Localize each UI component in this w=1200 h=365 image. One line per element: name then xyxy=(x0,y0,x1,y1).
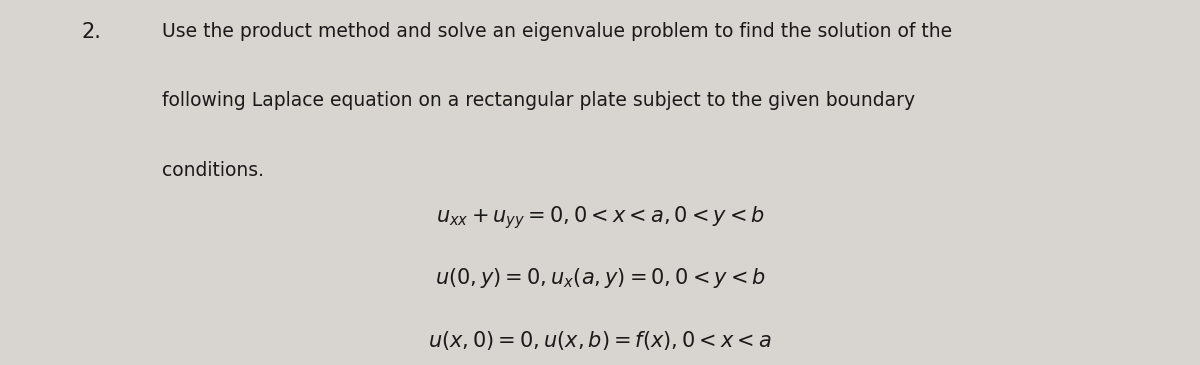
Text: conditions.: conditions. xyxy=(162,161,264,180)
Text: Use the product method and solve an eigenvalue problem to find the solution of t: Use the product method and solve an eige… xyxy=(162,22,952,41)
Text: $u_{xx} + u_{yy} = 0, 0 < x < a, 0 < y < b$: $u_{xx} + u_{yy} = 0, 0 < x < a, 0 < y <… xyxy=(436,204,764,231)
Text: $u(x, 0) = 0, u(x, b) = f(x), 0 < x < a$: $u(x, 0) = 0, u(x, b) = f(x), 0 < x < a$ xyxy=(428,328,772,351)
Text: $u(0, y) = 0, u_x(a, y) = 0, 0 < y < b$: $u(0, y) = 0, u_x(a, y) = 0, 0 < y < b$ xyxy=(434,266,766,291)
Text: following Laplace equation on a rectangular plate subject to the given boundary: following Laplace equation on a rectangu… xyxy=(162,91,916,110)
Text: 2.: 2. xyxy=(82,22,102,42)
